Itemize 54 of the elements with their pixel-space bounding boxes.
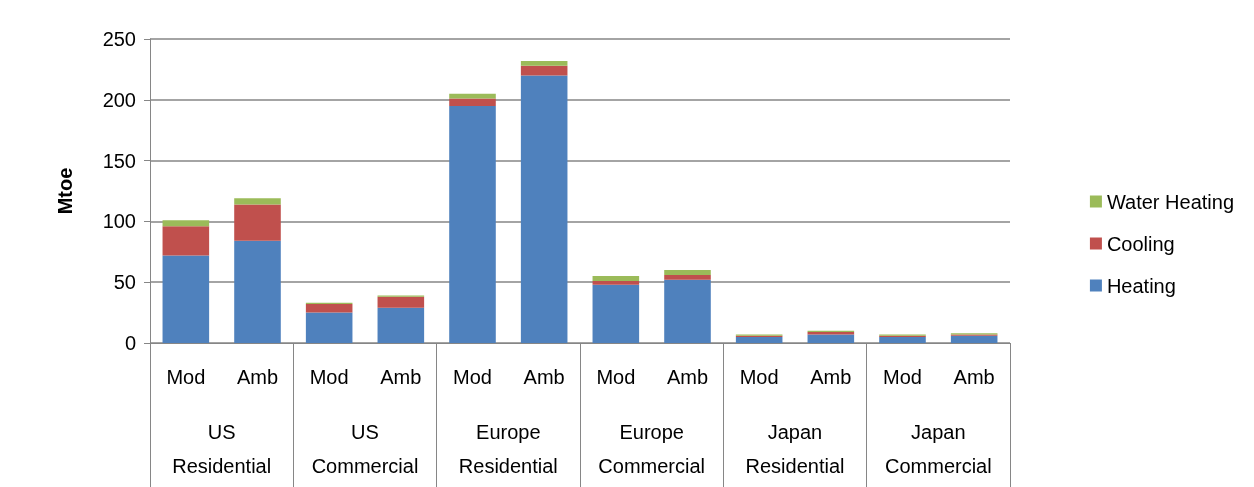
bar [520, 65, 568, 76]
bar [520, 75, 568, 343]
text: Japan Residential [745, 421, 845, 477]
x-tick-label: Amb [380, 366, 422, 388]
bar [449, 93, 496, 99]
y-axis-title: Mtoe [54, 167, 76, 215]
x-tick-label: Amb [523, 366, 565, 388]
legend-label: Water Heating [1106, 190, 1234, 213]
legend-label: Heating [1106, 274, 1176, 297]
x-tick-label: Mod [453, 366, 492, 388]
bar [305, 304, 353, 313]
x-tick-label: Amb [810, 366, 852, 388]
bar [377, 307, 425, 343]
bar [807, 334, 855, 343]
x-tick-label: Mod [596, 366, 636, 388]
bar [449, 105, 496, 343]
bar [592, 284, 640, 343]
bar [305, 312, 353, 343]
text: Europe Residential [458, 421, 558, 477]
y-tick-label: 150 [102, 149, 136, 172]
bar [162, 255, 210, 343]
legend-label: Cooling [1106, 232, 1175, 255]
y-tick-label: 250 [102, 28, 136, 50]
bar [664, 274, 711, 280]
y-tick-label: 200 [102, 88, 136, 111]
bar [592, 276, 640, 281]
y-tick-label: 0 [124, 332, 136, 354]
bar [664, 279, 711, 343]
bar [664, 270, 711, 275]
y-tick-label: 50 [113, 271, 136, 294]
bar [234, 240, 281, 343]
x-tick-label: Amb [236, 366, 279, 388]
x-tick-label: Mod [309, 366, 349, 388]
x-tick-label: Mod [739, 366, 779, 388]
text: Europe Commercial [598, 421, 706, 477]
x-tick-label: Amb [666, 366, 709, 388]
text: US Commercial [311, 421, 419, 477]
bar [162, 220, 210, 227]
bar [592, 280, 640, 285]
x-tick-label: Mod [883, 366, 922, 388]
bar [449, 98, 496, 106]
bar [950, 335, 998, 343]
bar [162, 226, 210, 256]
text: US Residential [172, 421, 272, 477]
bar [234, 198, 281, 205]
bar [377, 296, 425, 308]
x-tick-label: Mod [166, 366, 206, 388]
text: Japan Commercial [884, 421, 992, 477]
bar [520, 60, 568, 66]
bar [234, 204, 281, 241]
bar [735, 336, 783, 343]
y-tick-label: 100 [102, 210, 136, 233]
x-tick-label: Amb [953, 366, 995, 388]
bar [879, 336, 926, 343]
